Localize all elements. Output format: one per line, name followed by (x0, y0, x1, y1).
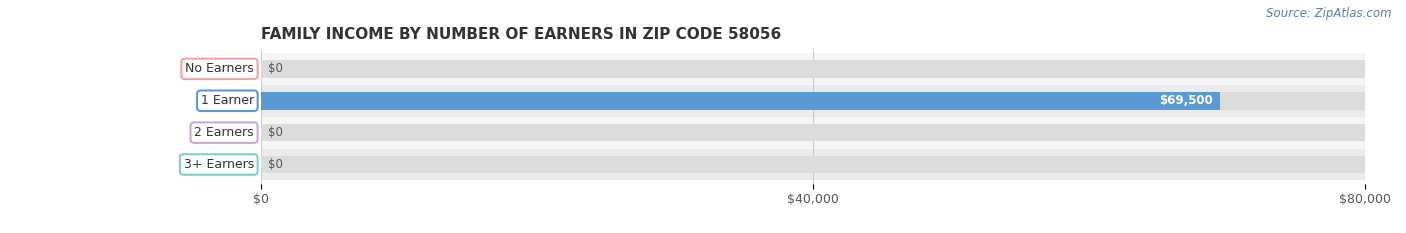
Text: 2 Earners: 2 Earners (194, 126, 254, 139)
Text: $0: $0 (267, 62, 283, 75)
Bar (260, 92, 1220, 110)
Text: $0: $0 (267, 158, 283, 171)
Bar (260, 156, 1365, 173)
Bar (260, 124, 1365, 141)
Text: $0: $0 (267, 126, 283, 139)
Bar (260, 53, 1365, 85)
Bar (260, 60, 1365, 78)
Bar (260, 117, 1365, 149)
Bar (260, 85, 1365, 117)
Text: 3+ Earners: 3+ Earners (184, 158, 254, 171)
Bar (260, 149, 1365, 180)
Text: No Earners: No Earners (186, 62, 254, 75)
Text: Source: ZipAtlas.com: Source: ZipAtlas.com (1267, 7, 1392, 20)
Text: 1 Earner: 1 Earner (201, 94, 254, 107)
Text: $69,500: $69,500 (1160, 94, 1213, 107)
Bar (260, 92, 1365, 110)
Text: FAMILY INCOME BY NUMBER OF EARNERS IN ZIP CODE 58056: FAMILY INCOME BY NUMBER OF EARNERS IN ZI… (260, 27, 780, 42)
